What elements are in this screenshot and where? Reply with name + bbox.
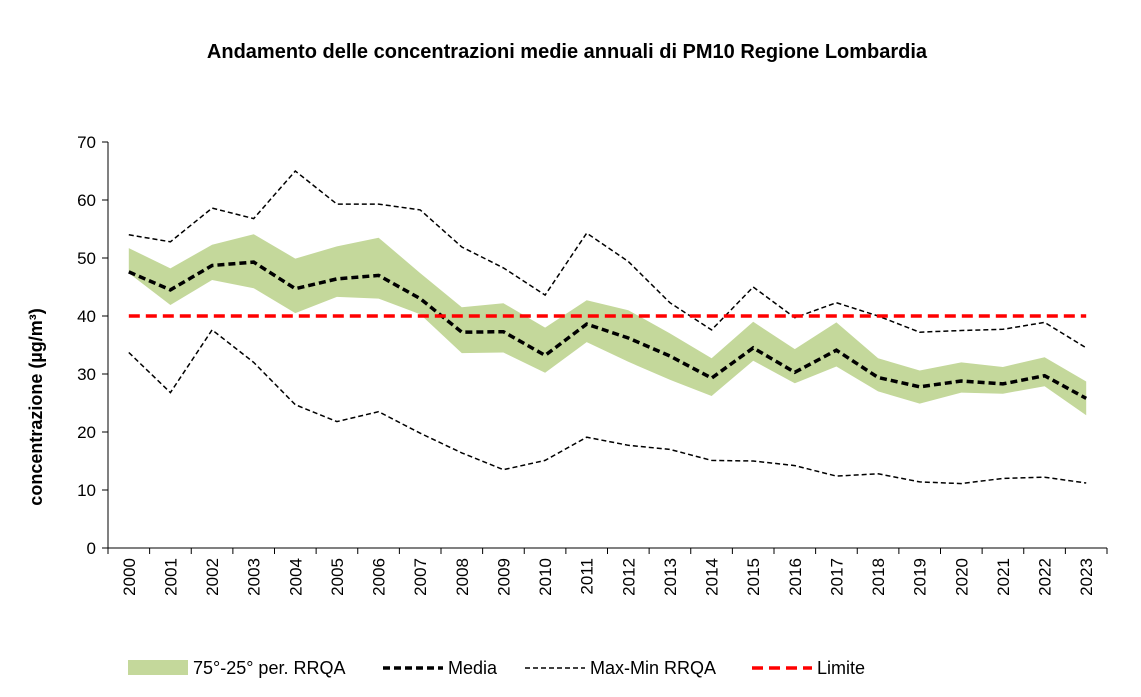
legend-swatch-band [128,660,188,675]
x-tick-label: 2018 [869,558,888,596]
y-tick-label: 70 [77,133,96,152]
x-tick-label: 2009 [494,558,513,596]
percentile-band [128,234,1087,416]
x-tick-label: 2014 [703,558,722,596]
x-tick-label: 2008 [453,558,472,596]
x-tick-label: 2004 [286,558,305,596]
x-tick-label: 2015 [744,558,763,596]
y-tick-label: 60 [77,191,96,210]
x-tick-label: 2002 [203,558,222,596]
x-tick-label: 2017 [827,558,846,596]
legend-label-band: 75°-25° per. RRQA [193,658,345,678]
legend-label-limit: Limite [817,658,865,678]
x-tick-label: 2023 [1077,558,1096,596]
y-tick-label: 40 [77,307,96,326]
media-line [128,260,1088,400]
x-tick-label: 2006 [370,558,389,596]
y-tick-label: 10 [77,481,96,500]
x-tick-label: 2021 [994,558,1013,596]
x-tick-label: 2007 [411,558,430,596]
x-tick-label: 2011 [578,558,597,595]
x-tick-label: 2005 [328,558,347,596]
legend-label-media: Media [448,658,498,678]
x-tick-label: 2001 [161,558,180,596]
chart-title: Andamento delle concentrazioni medie ann… [207,41,928,63]
plot-area: 0 10 20 30 40 50 60 70 2000 2001 2002 2003 2004 2005 2… [77,133,1108,596]
x-tick-label: 2020 [952,558,971,596]
min-line [128,328,1087,485]
x-tick-label: 2019 [911,558,930,596]
y-tick-label: 30 [77,365,96,384]
legend-label-maxmin: Max-Min RRQA [590,658,716,678]
y-tick-label: 20 [77,423,96,442]
x-tick-label: 2013 [661,558,680,596]
x-tick-label: 2010 [536,558,555,596]
x-tick-label: 2000 [120,558,139,596]
x-tick-label: 2012 [619,558,638,596]
legend: 75°-25° per. RRQA Media Max-Min RRQA Limite [128,658,865,678]
y-tick-label: 50 [77,249,96,268]
x-tick-label: 2003 [245,558,264,596]
y-tick-label: 0 [87,539,96,558]
x-tick-label: 2016 [786,558,805,596]
x-tick-label: 2022 [1036,558,1055,596]
y-axis-label: concentrazione (µg/m³) [26,308,46,505]
